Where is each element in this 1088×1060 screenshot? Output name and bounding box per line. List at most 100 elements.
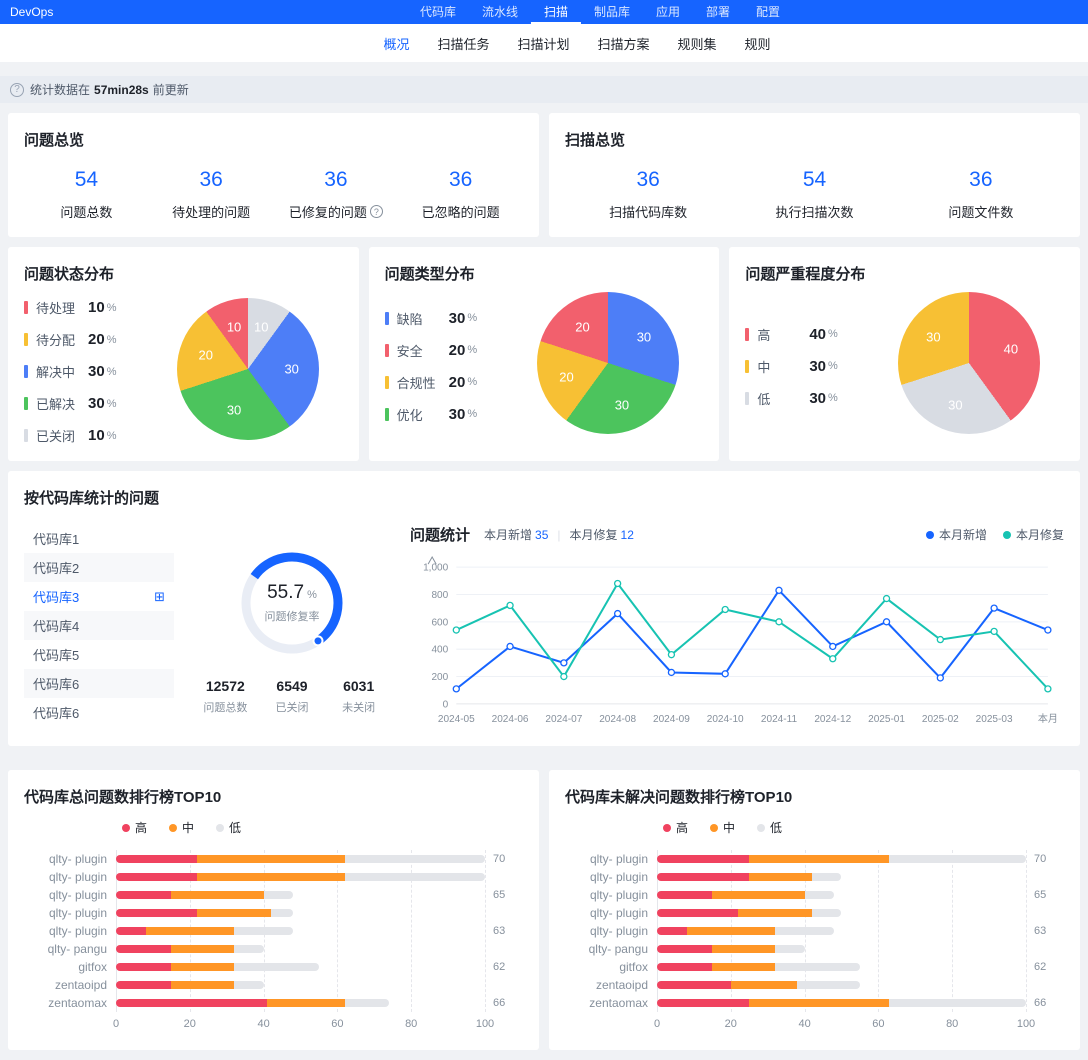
legend-item[interactable]: 待分配 20% bbox=[24, 330, 116, 349]
legend-item[interactable]: 低 30% bbox=[745, 389, 838, 408]
bar-segment[interactable] bbox=[197, 873, 345, 882]
bar-segment[interactable] bbox=[171, 891, 264, 900]
bar-segment[interactable] bbox=[145, 927, 235, 936]
data-point bbox=[936, 674, 945, 682]
bar-segment[interactable] bbox=[775, 945, 805, 954]
repo-list-item[interactable]: 代码库5 bbox=[24, 640, 174, 669]
bar-segment[interactable] bbox=[749, 873, 812, 882]
legend-item[interactable]: 安全 20% bbox=[384, 341, 477, 360]
bar-segment[interactable] bbox=[775, 963, 860, 972]
bar-segment[interactable] bbox=[197, 909, 271, 918]
bar-segment[interactable] bbox=[344, 999, 390, 1008]
bar-segment[interactable] bbox=[811, 909, 842, 918]
repo-list-item[interactable]: 代码库1 bbox=[24, 524, 174, 553]
bar-segment[interactable] bbox=[657, 963, 713, 972]
bar-segment[interactable] bbox=[116, 927, 146, 936]
bar-segment[interactable] bbox=[657, 927, 687, 936]
repo-list-item[interactable]: 代码库4 bbox=[24, 611, 174, 640]
bar-segment[interactable] bbox=[116, 873, 198, 882]
bar-legend-item[interactable]: 中 bbox=[169, 819, 194, 836]
bar-legend-item[interactable]: 低 bbox=[216, 819, 241, 836]
bar-segment[interactable] bbox=[234, 927, 294, 936]
bar-segment[interactable] bbox=[234, 981, 264, 990]
bar-segment[interactable] bbox=[116, 909, 198, 918]
topnav-item[interactable]: 制品库 bbox=[593, 4, 631, 19]
bar-segment[interactable] bbox=[811, 873, 842, 882]
bar-segment[interactable] bbox=[344, 855, 485, 864]
bar-segment[interactable] bbox=[657, 873, 750, 882]
legend-item[interactable]: 高 40% bbox=[745, 325, 838, 344]
repo-list-item[interactable]: 代码库6 bbox=[24, 669, 174, 698]
legend-item[interactable]: 中 30% bbox=[745, 357, 838, 376]
legend-item[interactable]: 合规性 20% bbox=[384, 373, 477, 392]
brand[interactable]: DevOps bbox=[10, 5, 54, 19]
topnav-item[interactable]: 部署 bbox=[706, 4, 731, 19]
legend-item[interactable]: 解决中 30% bbox=[24, 362, 116, 381]
subnav-item[interactable]: 扫描计划 bbox=[517, 36, 570, 52]
bar-segment[interactable] bbox=[657, 999, 750, 1008]
bar-segment[interactable] bbox=[116, 963, 172, 972]
bar-segment[interactable] bbox=[889, 999, 1026, 1008]
bar-segment[interactable] bbox=[116, 999, 268, 1008]
bar-segment[interactable] bbox=[657, 945, 713, 954]
bar-segment[interactable] bbox=[738, 909, 812, 918]
subnav-item[interactable]: 概况 bbox=[383, 36, 410, 52]
bar-legend-item[interactable]: 高 bbox=[122, 819, 147, 836]
bar-plot bbox=[657, 850, 1027, 1013]
bar-segment[interactable] bbox=[712, 945, 776, 954]
bar-segment[interactable] bbox=[171, 945, 235, 954]
topnav-item[interactable]: 应用 bbox=[656, 4, 681, 19]
bar-segment[interactable] bbox=[797, 981, 860, 990]
topnav-item[interactable]: 代码库 bbox=[419, 4, 456, 19]
legend-item[interactable]: 优化 30% bbox=[384, 405, 477, 424]
bar-segment[interactable] bbox=[234, 963, 319, 972]
legend-item[interactable]: 待处理 10% bbox=[24, 298, 116, 317]
subnav-item[interactable]: 规则 bbox=[744, 36, 771, 52]
line-legend-item[interactable]: 本月修复 bbox=[1002, 526, 1064, 543]
bar-segment[interactable] bbox=[344, 873, 485, 882]
repo-list-item[interactable]: 代码库6 bbox=[24, 698, 174, 727]
axis-tick-label: 60 bbox=[872, 1018, 885, 1031]
legend-item[interactable]: 已解决 30% bbox=[24, 394, 116, 413]
bar-segment[interactable] bbox=[657, 855, 750, 864]
legend-item[interactable]: 缺陷 30% bbox=[384, 309, 477, 328]
bar-segment[interactable] bbox=[116, 855, 198, 864]
bar-segment[interactable] bbox=[263, 891, 294, 900]
subnav-item[interactable]: 扫描任务 bbox=[437, 36, 490, 52]
bar-segment[interactable] bbox=[775, 927, 835, 936]
bar-segment[interactable] bbox=[270, 909, 294, 918]
subnav-item[interactable]: 规则集 bbox=[677, 36, 717, 52]
bar-segment[interactable] bbox=[197, 855, 345, 864]
bar-segment[interactable] bbox=[712, 963, 776, 972]
topnav-item[interactable]: 配置 bbox=[756, 4, 781, 19]
bar-segment[interactable] bbox=[116, 981, 172, 990]
bar-segment[interactable] bbox=[730, 981, 798, 990]
help-icon[interactable]: ? bbox=[369, 205, 383, 218]
subnav-item[interactable]: 扫描方案 bbox=[597, 36, 650, 52]
bar-segment[interactable] bbox=[116, 945, 172, 954]
bar-segment[interactable] bbox=[171, 963, 235, 972]
bar-legend-item[interactable]: 中 bbox=[710, 819, 735, 836]
bar-legend-item[interactable]: 低 bbox=[757, 819, 782, 836]
bar-segment[interactable] bbox=[267, 999, 345, 1008]
bar-segment[interactable] bbox=[749, 999, 890, 1008]
line-legend-item[interactable]: 本月新增 bbox=[925, 526, 987, 543]
bar-segment[interactable] bbox=[171, 981, 235, 990]
legend-item[interactable]: 已关闭 10% bbox=[24, 426, 116, 445]
open-repo-icon[interactable]: ⊞ bbox=[154, 588, 165, 604]
bar-segment[interactable] bbox=[657, 891, 713, 900]
bar-segment[interactable] bbox=[804, 891, 835, 900]
topnav-item[interactable]: 扫描 bbox=[530, 0, 581, 24]
topnav-item[interactable]: 流水线 bbox=[481, 4, 518, 19]
bar-segment[interactable] bbox=[686, 927, 776, 936]
bar-segment[interactable] bbox=[116, 891, 172, 900]
bar-segment[interactable] bbox=[234, 945, 264, 954]
bar-segment[interactable] bbox=[657, 981, 731, 990]
repo-list-item[interactable]: 代码库3 ⊞ bbox=[24, 582, 174, 611]
bar-segment[interactable] bbox=[889, 855, 1026, 864]
bar-legend-item[interactable]: 高 bbox=[663, 819, 688, 836]
bar-segment[interactable] bbox=[749, 855, 890, 864]
bar-segment[interactable] bbox=[712, 891, 805, 900]
bar-segment[interactable] bbox=[657, 909, 739, 918]
repo-list-item[interactable]: 代码库2 bbox=[24, 553, 174, 582]
